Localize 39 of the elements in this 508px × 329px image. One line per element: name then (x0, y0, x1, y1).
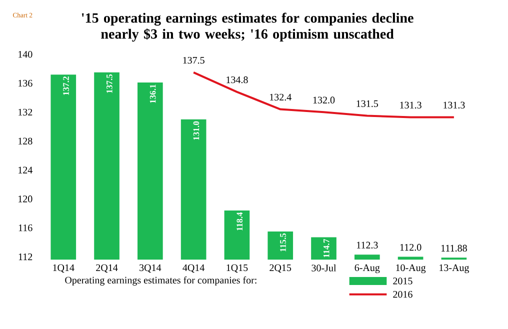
data-label: 114.7 (324, 239, 330, 258)
y-tick-label: 136 (18, 80, 32, 87)
data-label: 115.5 (280, 233, 286, 252)
y-tick-label: 120 (18, 196, 32, 202)
legend-label: 2015 (393, 278, 412, 284)
x-tick-label: 13-Aug (440, 264, 470, 274)
x-tick-label: 2Q14 (96, 264, 118, 273)
data-label: 137.2 (63, 76, 69, 95)
y-tick-label: 128 (18, 138, 32, 144)
x-tick-label: 1Q15 (226, 264, 248, 273)
chart-title: '15 operating earnings estimates for companies decline nearly $3 in two weeks; '16 optimism unscathed (82, 12, 414, 42)
y-tick-label: 116 (18, 224, 32, 232)
y-tick-label: 132 (18, 108, 32, 116)
x-tick-label: 1Q14 (53, 264, 74, 273)
y-tick-label: 140 (18, 50, 32, 58)
data-label: 132.0 (313, 96, 335, 104)
legend-label: 2016 (393, 290, 412, 298)
data-label: 132.4 (270, 94, 292, 101)
y-tick-label: 112 (18, 253, 32, 260)
data-label: 134.8 (226, 76, 248, 84)
data-label: 118.4 (236, 212, 243, 230)
x-tick-label: 30-Jul (312, 264, 336, 272)
x-tick-label: 4Q14 (182, 264, 205, 273)
data-label: 131.3 (400, 102, 422, 109)
data-label: 136.1 (150, 84, 156, 103)
data-label: 131.3 (444, 102, 465, 109)
data-label: 112.0 (400, 244, 422, 251)
x-tick-label: 3Q14 (140, 264, 162, 273)
data-label: 137.5 (106, 74, 112, 93)
x-tick-label: 2Q15 (270, 264, 292, 273)
x-tick-label: 6-Aug (354, 264, 380, 274)
y-tick-label: 124 (18, 166, 32, 174)
data-label: 131.0 (193, 121, 200, 140)
data-label: 137.5 (183, 56, 204, 64)
data-label: 112.3 (356, 242, 378, 249)
x-tick-label: 10-Aug (396, 264, 426, 274)
data-label: 131.5 (356, 100, 378, 108)
legend-title: Operating earnings estimates for companies for: (65, 276, 256, 286)
data-label: 111.88 (441, 244, 467, 252)
